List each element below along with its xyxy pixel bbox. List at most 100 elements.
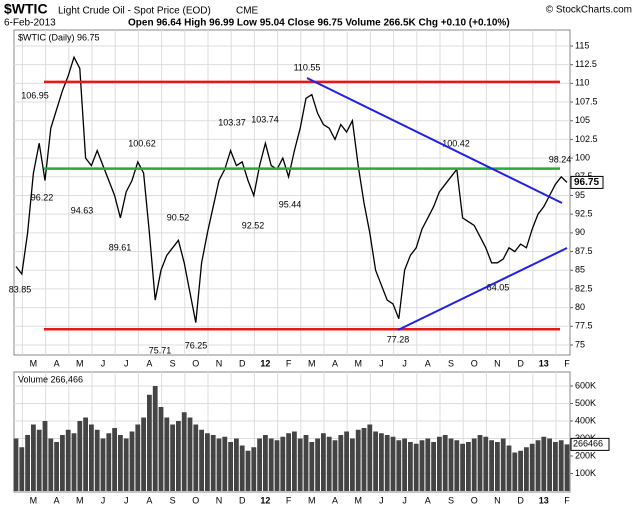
volume-bar [564,444,570,491]
x-tick-label: 12 [260,495,270,505]
x-tick-label: O [192,495,199,505]
x-tick-label: J [379,495,384,505]
y-tick-label: 82.5 [575,283,593,293]
copyright: © StockCharts.com [546,5,632,16]
volume-bar [118,435,123,491]
x-tick-label: 13 [539,358,549,368]
y-tick-label: 92.5 [575,209,593,219]
volume-bar [315,438,320,491]
x-tick-label: M [30,495,38,505]
y-tick-label: 110 [575,78,589,88]
x-tick-label: M [308,495,316,505]
x-tick-label: A [332,358,338,368]
volume-bar [228,442,233,491]
symbol: $WTIC [4,1,48,17]
x-tick-label: J [101,358,106,368]
volume-legend: Volume 266,466 [18,374,83,384]
x-tick-label: O [192,358,199,368]
y-tick-label: 85 [575,265,585,275]
annotation: 76.25 [185,340,208,350]
volume-bar [524,447,529,491]
volume-bar [460,443,465,491]
x-tick-label: A [146,495,152,505]
price-panel [13,29,571,356]
volume-bar [31,424,36,491]
x-tick-label: A [54,358,60,368]
volume-bar [48,438,54,491]
y-tick-label: 112.5 [575,59,597,69]
volume-bar [263,435,268,491]
x-tick-label: A [425,495,431,505]
volume-bar [413,443,419,491]
x-tick-label: 13 [539,495,549,505]
x-tick-label: M [354,358,362,368]
y-tick-label: 107.5 [575,96,598,106]
volume-bar [222,436,228,491]
volume-bar [361,428,367,491]
volume-bar [280,436,286,491]
y-tick-label: 102.5 [575,134,598,144]
last-value-tag [570,175,604,189]
annotation: 100.62 [128,138,156,148]
x-tick-label: N [216,495,223,505]
x-tick-label: S [170,495,176,505]
x-tick-label: J [101,495,106,505]
volume-bar [19,447,25,491]
volume-bar [419,440,425,491]
volume-bar [42,421,48,491]
annotation: 92.52 [242,220,265,230]
annotation: 100.42 [442,138,470,148]
volume-bar [239,445,245,491]
volume-bar [71,433,77,491]
volume-bar [541,436,547,491]
volume-bar [518,450,523,491]
volume-bar [210,435,216,491]
volume-bar [535,440,541,491]
x-tick-label: M [308,358,316,368]
y-tick-label: 80 [575,302,585,312]
volume-bar [367,424,373,491]
volume-bar [297,438,303,491]
volume-bar [355,429,361,491]
volume-bar [442,435,448,491]
volume-bar [448,438,454,491]
y-tick-label: 95 [575,190,585,200]
y-tick-label: 75 [575,339,585,349]
x-tick-label: M [76,358,84,368]
volume-bar [402,438,407,491]
x-tick-label: M [354,495,362,505]
annotation: 83.85 [9,284,32,294]
volume-bar [332,440,338,491]
x-tick-label: D [517,495,524,505]
trendline [306,77,563,204]
volume-bar [176,421,181,491]
volume-bar [106,433,112,491]
y-tick-label: 77.5 [575,321,593,331]
volume-bar [199,429,204,491]
volume-bar [408,442,413,491]
volume-bar [558,440,564,491]
x-tick-label: S [170,358,176,368]
volume-bar [141,417,146,491]
x-tick-label: J [402,358,407,368]
volume-bar [326,436,332,491]
last-value-tag [570,437,610,451]
volume-bar [123,438,129,491]
volume-bar [257,438,262,491]
annotation: 84.05 [487,282,510,292]
volume-bar [158,407,164,491]
x-tick-label: S [448,495,454,505]
annotation: 110.55 [294,62,321,72]
volume-bar [309,442,315,491]
volume-bar [483,436,489,491]
annotation: 94.63 [71,205,94,215]
volume-bar [466,442,471,491]
volume-bar [437,436,442,491]
volume-bar [547,438,552,491]
volume-bar [268,438,274,491]
volume-bar [245,450,251,491]
volume-bar [425,438,431,491]
volume-bar [321,433,326,491]
volume-bar [94,429,100,491]
